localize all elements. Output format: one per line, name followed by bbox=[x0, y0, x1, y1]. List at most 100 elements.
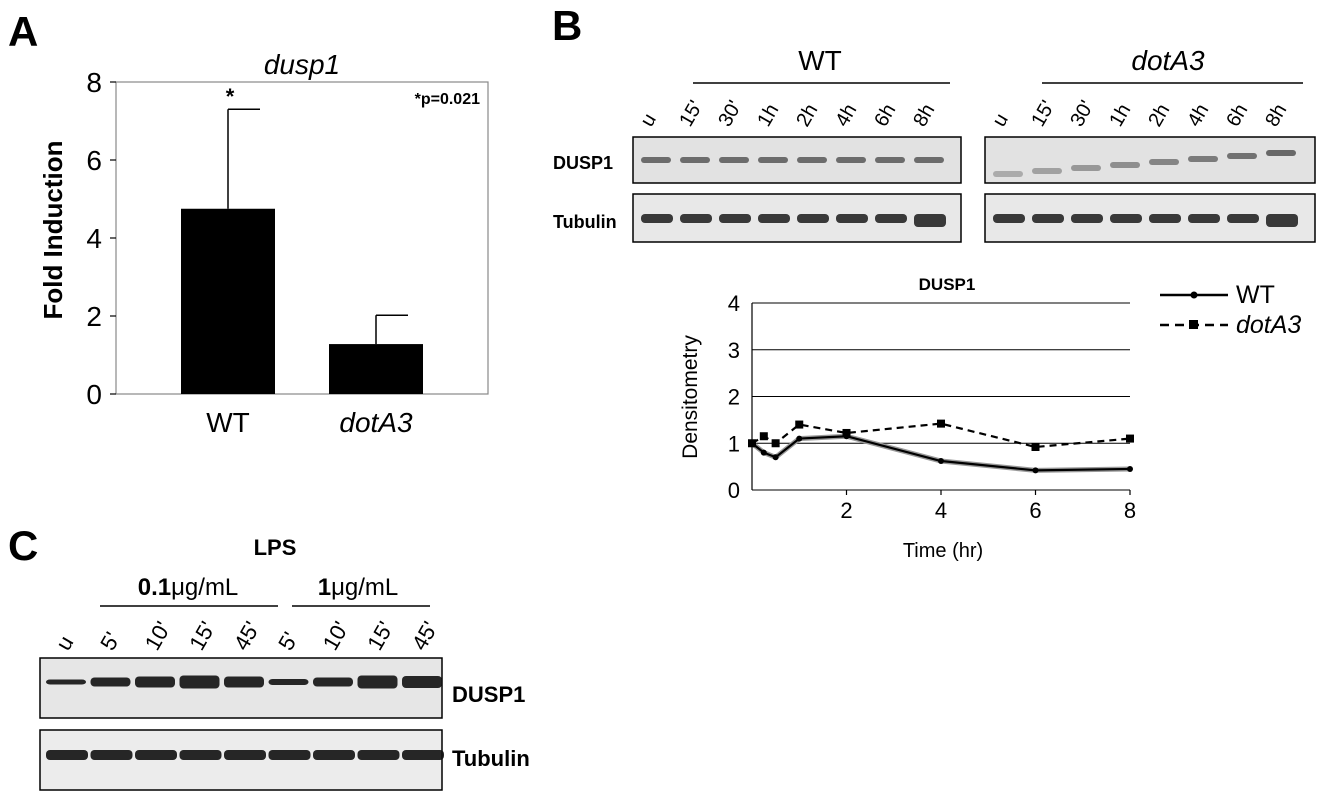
panel-a-pvalue-annotation: *p=0.021 bbox=[415, 91, 480, 108]
panel-a-title: dusp1 bbox=[264, 49, 340, 80]
y-tick-label: 1 bbox=[728, 431, 740, 456]
tubulin-band bbox=[90, 750, 133, 760]
tubulin-band bbox=[1071, 214, 1103, 223]
point bbox=[938, 458, 944, 465]
dusp1-band bbox=[179, 675, 220, 689]
panel-c-group-1-label: 0.1μg/mL bbox=[138, 574, 239, 601]
lane-label: 45' bbox=[407, 617, 443, 654]
dusp1-band bbox=[797, 157, 827, 163]
dusp1-band bbox=[758, 157, 788, 163]
panel-b-row-label-dusp1: DUSP1 bbox=[553, 153, 613, 173]
dusp1-band bbox=[1071, 165, 1101, 171]
dusp1-band bbox=[90, 677, 131, 687]
dusp1-band bbox=[914, 157, 944, 163]
panel-b: B WT dotA3 u 15' 30' 1h 2h 4h 6h 8h u 15' 30' 1h 2h 4… bbox=[552, 2, 1316, 562]
legend-wt-marker bbox=[1190, 291, 1198, 299]
tubulin-band bbox=[1266, 214, 1298, 227]
panel-b-chart-xlabel: Time (hr) bbox=[903, 540, 983, 562]
panel-c-row-label-tubulin: Tubulin bbox=[452, 746, 530, 771]
lane-label: 15' bbox=[184, 617, 220, 654]
dusp1-band bbox=[224, 676, 264, 688]
panel-a-x-ticks: WT dotA3 bbox=[206, 407, 413, 438]
panel-b-letter: B bbox=[552, 2, 582, 49]
point bbox=[842, 428, 851, 437]
panel-c-title: LPS bbox=[254, 535, 297, 560]
dusp1-band bbox=[1188, 156, 1218, 162]
lane-label: 15' bbox=[1027, 97, 1059, 131]
tubulin-band bbox=[641, 214, 673, 223]
lane-label: u bbox=[51, 631, 79, 654]
point bbox=[759, 432, 768, 441]
panel-c: C LPS 0.1μg/mL 1μg/mL u 5' 10' 15' 45' 5' 10' 1… bbox=[8, 522, 530, 791]
lane-label: 4h bbox=[831, 100, 861, 130]
point bbox=[760, 449, 767, 456]
bar bbox=[329, 344, 423, 394]
lane-label: 10' bbox=[140, 617, 176, 654]
tubulin-band bbox=[680, 214, 712, 223]
tubulin-band bbox=[719, 214, 751, 223]
panel-c-lane-labels: u 5' 10' 15' 45' 5' 10' 15' 45' bbox=[51, 617, 443, 654]
lane-label: 1h bbox=[1105, 100, 1135, 130]
dusp1-band bbox=[1110, 162, 1140, 168]
tubulin-band bbox=[46, 750, 88, 760]
point bbox=[771, 439, 780, 448]
panel-c-row-label-dusp1: DUSP1 bbox=[452, 682, 525, 707]
panel-b-chart-ticks: 0 1 2 3 4 2 4 6 8 bbox=[728, 291, 1136, 523]
tubulin-band bbox=[875, 214, 907, 223]
lane-label: 5' bbox=[273, 628, 303, 655]
lane-label: u bbox=[988, 110, 1013, 131]
tubulin-band bbox=[402, 750, 444, 760]
x-tick-label: WT bbox=[206, 407, 250, 438]
dusp1-band bbox=[402, 676, 442, 688]
dusp1-band bbox=[641, 157, 671, 163]
legend-wt-label: WT bbox=[1236, 281, 1275, 309]
dusp1-band bbox=[875, 157, 905, 163]
panel-b-chart-title: DUSP1 bbox=[919, 275, 976, 294]
lane-label: 30' bbox=[714, 97, 746, 131]
lane-label: 30' bbox=[1066, 97, 1098, 131]
panel-a-y-ticks: 0 2 4 6 8 bbox=[86, 67, 116, 410]
point bbox=[1032, 467, 1039, 474]
tubulin-band bbox=[1110, 214, 1142, 223]
x-tick-label: dotA3 bbox=[339, 407, 413, 438]
dusp1-band bbox=[46, 679, 86, 685]
lane-label: u bbox=[636, 110, 661, 131]
x-tick-label: 4 bbox=[935, 498, 947, 523]
x-tick-label: 2 bbox=[840, 498, 852, 523]
tubulin-band bbox=[135, 750, 177, 760]
point bbox=[748, 439, 756, 448]
panel-a-bars bbox=[181, 108, 423, 394]
point bbox=[795, 420, 804, 429]
x-tick-label: 6 bbox=[1029, 498, 1041, 523]
point bbox=[1127, 465, 1133, 472]
dusp1-band bbox=[357, 675, 398, 689]
panel-b-chart-series bbox=[748, 419, 1134, 474]
legend-dota3-label: dotA3 bbox=[1236, 311, 1301, 339]
panel-b-group-wt-label: WT bbox=[798, 45, 842, 76]
point bbox=[772, 454, 779, 461]
tubulin-band bbox=[224, 750, 266, 760]
dusp1-band bbox=[1032, 168, 1062, 174]
lane-label: 6h bbox=[870, 100, 900, 130]
dusp1-band bbox=[1149, 159, 1179, 165]
y-tick-label: 0 bbox=[86, 379, 102, 410]
panel-b-group-dota3-label: dotA3 bbox=[1131, 45, 1205, 76]
panel-a-letter: A bbox=[8, 8, 38, 55]
dusp1-band bbox=[135, 676, 175, 688]
lane-label: 8h bbox=[1261, 100, 1291, 130]
tubulin-band bbox=[914, 214, 946, 227]
tubulin-band bbox=[758, 214, 790, 223]
lane-label: 10' bbox=[318, 617, 354, 654]
panel-c-blot-bands bbox=[46, 675, 444, 760]
lane-label: 15' bbox=[362, 617, 398, 654]
dusp1-band bbox=[1227, 153, 1257, 159]
lane-label: 8h bbox=[909, 100, 939, 130]
lane-label: 15' bbox=[675, 97, 707, 131]
lane-label: 1h bbox=[753, 100, 783, 130]
dusp1-band bbox=[719, 157, 749, 163]
panel-a-plot-frame bbox=[115, 81, 489, 395]
tubulin-band bbox=[993, 214, 1025, 223]
tubulin-band bbox=[1149, 214, 1181, 223]
